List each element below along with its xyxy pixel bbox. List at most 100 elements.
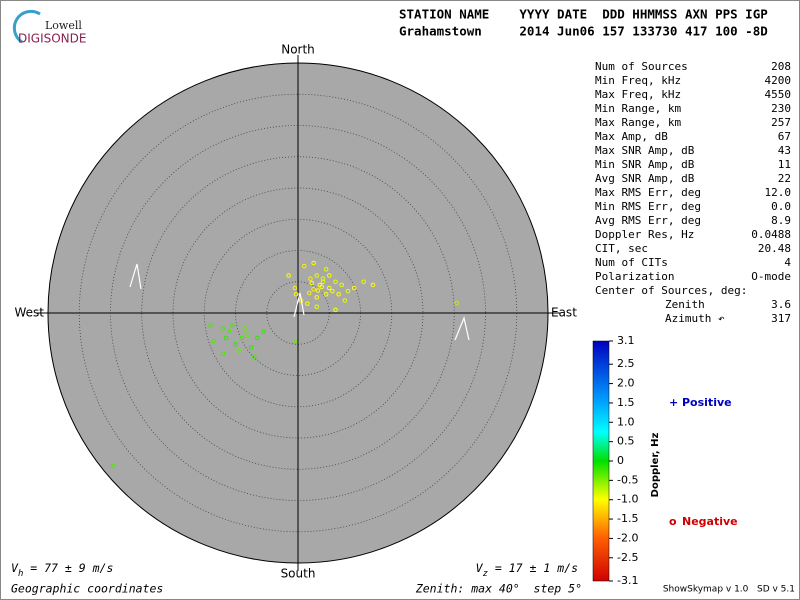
source-point bbox=[293, 291, 299, 297]
colorbar-tick-label: 3.1 bbox=[617, 334, 635, 347]
center-title: Center of Sources, deg: bbox=[595, 284, 747, 297]
stat-label: Max SNR Amp, dB bbox=[595, 144, 695, 157]
source-point bbox=[454, 300, 460, 306]
colorbar-tick-label: -2.0 bbox=[617, 531, 638, 544]
source-point bbox=[351, 285, 357, 291]
dir-west: West bbox=[14, 306, 44, 320]
source-point bbox=[314, 304, 320, 310]
logo-big: DIGISONDE bbox=[18, 32, 86, 46]
stat-value: 0.0488 bbox=[751, 228, 791, 241]
dir-north: North bbox=[281, 43, 315, 57]
source-point bbox=[326, 273, 332, 278]
stat-label: Max RMS Err, deg bbox=[595, 186, 701, 199]
dir-east: East bbox=[551, 306, 577, 320]
stats: Num of Sources 208 Min Freq, kHz 4200 Max Fr… bbox=[595, 60, 791, 325]
stat-label: Polarization bbox=[595, 270, 674, 283]
stat-label: Avg RMS Err, deg bbox=[595, 214, 701, 227]
source-point bbox=[309, 280, 315, 286]
header-labels: STATION NAME YYYY DATE DDD HHMMSS AXN PP… bbox=[399, 7, 768, 22]
source-point bbox=[319, 284, 325, 290]
logo-swoosh bbox=[12, 9, 41, 44]
coords: Geographic coordinates bbox=[11, 582, 163, 596]
source-point bbox=[230, 323, 235, 328]
source-point bbox=[314, 295, 320, 300]
velocity-sub: h bbox=[18, 569, 23, 579]
stat-label: Min Freq, kHz bbox=[595, 74, 681, 87]
stat-value: 22 bbox=[778, 172, 791, 185]
velocity-vh: Vh = 77 ± 9 m/s bbox=[11, 561, 113, 579]
stat-value: 8.9 bbox=[771, 214, 791, 227]
source-point bbox=[311, 260, 316, 266]
stat-label: Max Range, km bbox=[595, 116, 681, 129]
colorbar bbox=[592, 340, 610, 582]
source-point bbox=[345, 288, 351, 294]
legend-symbol: + bbox=[669, 396, 678, 409]
stat-value: 11 bbox=[778, 158, 791, 171]
colorbar-tick-label: 0 bbox=[617, 454, 624, 467]
stat-label: Num of CITs bbox=[595, 256, 668, 269]
velocity-vz: Vz = 17 ± 1 m/s bbox=[476, 561, 578, 579]
center-value: 317 bbox=[771, 312, 791, 325]
stat-value: O-mode bbox=[751, 270, 791, 283]
source-point bbox=[333, 279, 338, 285]
source-point bbox=[245, 332, 251, 338]
stat-value: 257 bbox=[771, 116, 791, 129]
stat-value: 12.0 bbox=[765, 186, 792, 199]
source-point bbox=[370, 282, 376, 288]
legend-label: Negative bbox=[682, 515, 738, 528]
stat-value: 208 bbox=[771, 60, 791, 73]
source-point bbox=[211, 338, 216, 344]
logo-small: Lowell bbox=[45, 19, 82, 32]
colorbar-tick-label: -1.0 bbox=[617, 493, 638, 506]
source-point bbox=[292, 338, 298, 344]
stat-value: 43 bbox=[778, 144, 791, 157]
stat-label: Doppler Res, Hz bbox=[595, 228, 694, 241]
colorbar-tick-label: 2.5 bbox=[617, 357, 635, 370]
stat-label: Min Range, km bbox=[595, 102, 681, 115]
legend-symbol: o bbox=[669, 515, 677, 528]
source-point bbox=[301, 263, 307, 269]
header-values: Grahamstown 2014 Jun06 157 133730 417 10… bbox=[399, 24, 768, 39]
source-point bbox=[239, 335, 245, 341]
source-point bbox=[220, 326, 226, 331]
source-point bbox=[315, 288, 321, 293]
velocity-symbol: V bbox=[11, 561, 19, 575]
stat-label: Max Freq, kHz bbox=[595, 88, 681, 101]
source-point bbox=[251, 354, 257, 360]
colorbar-tick-label: 1.0 bbox=[617, 415, 635, 428]
stat-value: 0.0 bbox=[771, 200, 791, 213]
source-point bbox=[330, 288, 335, 294]
zenith-note: Zenith: max 40° step 5° bbox=[415, 582, 582, 596]
source-point bbox=[292, 285, 298, 291]
source-point bbox=[314, 273, 320, 278]
stat-value: 67 bbox=[778, 130, 791, 143]
source-point bbox=[308, 276, 313, 281]
stat-value: 4200 bbox=[765, 74, 792, 87]
source-point bbox=[248, 345, 254, 350]
source-point bbox=[305, 301, 310, 306]
source-point bbox=[242, 326, 248, 331]
velocity-text: = 17 ± 1 m/s bbox=[488, 561, 578, 575]
velocity-symbol: V bbox=[476, 561, 484, 575]
colorbar-tick-label: 1.5 bbox=[617, 396, 635, 409]
source-point bbox=[226, 329, 232, 335]
source-point bbox=[223, 335, 229, 341]
center-label: Zenith bbox=[665, 298, 705, 311]
source-point bbox=[342, 298, 348, 303]
colorbar-label: Doppler, Hz bbox=[650, 433, 661, 498]
stat-value: 20.48 bbox=[758, 242, 791, 255]
legend-label: Positive bbox=[682, 396, 732, 409]
source-point bbox=[323, 291, 329, 297]
source-point bbox=[261, 329, 266, 335]
source-point bbox=[236, 348, 241, 353]
source-point bbox=[311, 286, 316, 292]
stat-value: 230 bbox=[771, 102, 791, 115]
source-point bbox=[220, 351, 226, 356]
center-value: 3.6 bbox=[771, 298, 791, 311]
source-point bbox=[323, 266, 329, 272]
source-point bbox=[233, 341, 238, 347]
colorbar-tick-label: -0.5 bbox=[617, 473, 638, 486]
source-point bbox=[306, 290, 312, 296]
stat-label: Min SNR Amp, dB bbox=[595, 158, 695, 171]
